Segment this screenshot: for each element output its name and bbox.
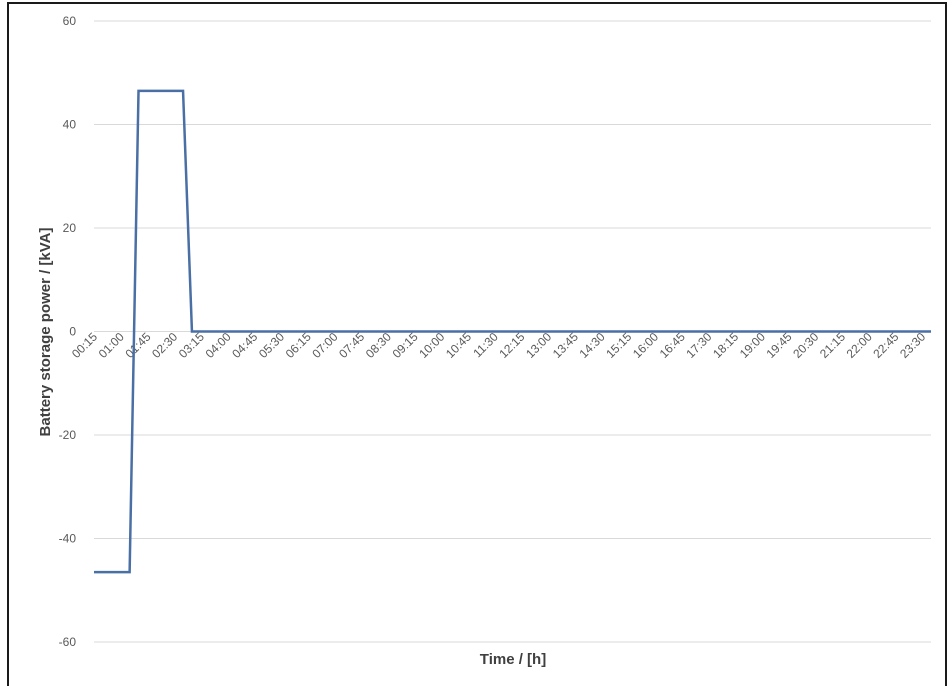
y-tick-label: 40 xyxy=(63,118,77,132)
x-tick-label: 19:45 xyxy=(764,329,795,360)
x-tick-label: 13:45 xyxy=(550,329,581,360)
x-tick-label: 06:15 xyxy=(283,329,314,360)
x-tick-label: 18:15 xyxy=(710,329,741,360)
x-tick-label: 21:15 xyxy=(817,329,848,360)
x-tick-label: 03:15 xyxy=(176,329,207,360)
x-tick-label: 08:30 xyxy=(363,329,394,360)
y-tick-label: 60 xyxy=(63,14,77,28)
y-tick-label: -40 xyxy=(59,532,77,546)
series-layer xyxy=(94,89,931,574)
x-tick-label: 01:00 xyxy=(96,329,127,360)
x-tick-label: 09:15 xyxy=(390,329,421,360)
y-tick-label: 0 xyxy=(69,325,76,339)
x-tick-label: 01:45 xyxy=(122,329,153,360)
x-tick-label: 10:45 xyxy=(443,329,474,360)
x-tick-label: 23:30 xyxy=(897,329,928,360)
x-tick-label: 13:00 xyxy=(523,329,554,360)
x-tick-label: 07:00 xyxy=(309,329,340,360)
x-tick-label: 16:00 xyxy=(630,329,661,360)
x-tick-label: 22:00 xyxy=(844,329,875,360)
y-tick-label: 20 xyxy=(63,221,77,235)
x-tick-label: 19:00 xyxy=(737,329,768,360)
x-tick-label: 07:45 xyxy=(336,329,367,360)
x-axis-ticks: 00:1501:0001:4502:3003:1504:0004:4505:30… xyxy=(69,329,928,360)
y-axis-title: Battery storage power / [kVA] xyxy=(37,228,54,437)
x-tick-label: 17:30 xyxy=(683,329,714,360)
x-tick-label: 20:30 xyxy=(790,329,821,360)
y-axis-ticks: -60 -40 -20 0 20 40 60 xyxy=(59,14,77,649)
x-tick-label: 05:30 xyxy=(256,329,287,360)
battery-power-series-line xyxy=(94,89,931,574)
x-axis-title: Time / [h] xyxy=(480,651,546,668)
x-tick-label: 04:00 xyxy=(203,329,234,360)
x-tick-label: 10:00 xyxy=(416,329,447,360)
x-tick-label: 02:30 xyxy=(149,329,180,360)
x-tick-label: 22:45 xyxy=(870,329,901,360)
y-tick-label: -60 xyxy=(59,635,77,649)
x-tick-label: 12:15 xyxy=(496,329,527,360)
gridlines xyxy=(94,20,931,643)
x-tick-label: 14:30 xyxy=(577,329,608,360)
y-tick-label: -20 xyxy=(59,428,77,442)
x-tick-label: 16:45 xyxy=(657,329,688,360)
x-tick-label: 15:15 xyxy=(603,329,634,360)
x-tick-label: 04:45 xyxy=(229,329,260,360)
chart-frame xyxy=(7,2,947,686)
x-tick-label: 11:30 xyxy=(470,329,501,360)
